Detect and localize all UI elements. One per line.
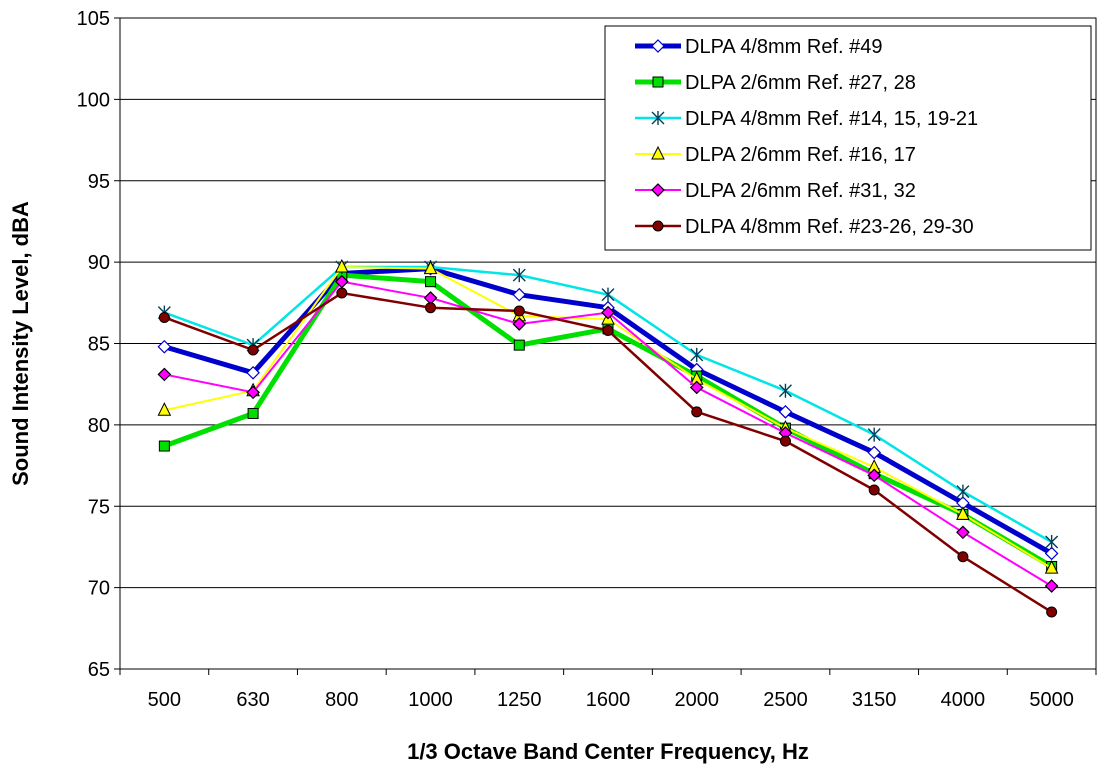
data-point: [157, 402, 172, 416]
legend-label: DLPA 4/8mm Ref. #14, 15, 19-21: [685, 108, 978, 130]
legend-entry: DLPA 4/8mm Ref. #14, 15, 19-21: [635, 108, 978, 130]
data-point: [512, 268, 526, 283]
legend-marker: [652, 76, 664, 88]
x-tick-label: 500: [148, 689, 181, 711]
data-point: [423, 291, 438, 305]
data-point: [513, 305, 525, 317]
x-axis-ticks: 500 630 800 1000 1250 1600 2000 2500 3150 4000 500…: [119, 669, 1097, 711]
y-tick-label: 100: [77, 89, 110, 111]
data-point: [778, 383, 792, 398]
data-point: [423, 260, 438, 275]
data-point: [867, 468, 882, 483]
data-point: [512, 287, 527, 302]
x-tick-label: 1250: [497, 689, 542, 711]
data-point: [956, 525, 970, 540]
x-tick-label: 3150: [852, 689, 897, 711]
data-point: [513, 339, 525, 351]
data-point: [956, 484, 970, 499]
y-tick-label: 70: [88, 578, 110, 600]
data-point: [158, 311, 170, 323]
y-tick-label: 105: [77, 8, 110, 30]
data-point: [1045, 535, 1059, 550]
legend-entry: DLPA 4/8mm Ref. #49: [635, 36, 883, 58]
data-point: [1044, 559, 1059, 574]
legend-entry: DLPA 2/6mm Ref. #16, 17: [635, 144, 916, 166]
y-tick-label: 75: [88, 496, 110, 518]
data-point: [246, 365, 260, 380]
legend-marker: [651, 183, 665, 197]
data-point: [247, 344, 259, 356]
data-point: [601, 287, 615, 302]
x-tick-label: 2500: [763, 689, 808, 711]
data-point: [867, 445, 882, 460]
data-point: [868, 484, 880, 496]
x-tick-label: 5000: [1029, 689, 1074, 711]
legend: DLPA 4/8mm Ref. #49 DLPA 2/6mm Ref. #27, …: [604, 25, 1092, 251]
data-point: [867, 427, 881, 442]
y-tick-label: 65: [88, 659, 110, 681]
data-point: [1044, 579, 1059, 593]
legend-label: DLPA 4/8mm Ref. #23-26, 29-30: [685, 216, 974, 238]
legend-label: DLPA 2/6mm Ref. #16, 17: [685, 144, 916, 166]
data-point: [779, 435, 791, 447]
x-axis-title: 1/3 Octave Band Center Frequency, Hz: [407, 739, 809, 764]
series-5: [157, 274, 1059, 593]
data-point: [157, 339, 172, 354]
legend-label: DLPA 4/8mm Ref. #49: [685, 36, 883, 58]
data-point: [1044, 546, 1059, 561]
legend-entry: DLPA 2/6mm Ref. #27, 28: [635, 72, 916, 94]
data-point: [158, 440, 170, 452]
data-point: [336, 287, 348, 299]
data-point: [690, 347, 704, 362]
y-tick-label: 85: [88, 334, 110, 356]
legend-label: DLPA 2/6mm Ref. #31, 32: [685, 180, 916, 202]
x-tick-label: 630: [236, 689, 269, 711]
data-point: [957, 551, 969, 563]
legend-entry: DLPA 2/6mm Ref. #31, 32: [635, 180, 916, 202]
legend-entry: DLPA 4/8mm Ref. #23-26, 29-30: [635, 216, 974, 238]
legend-label: DLPA 2/6mm Ref. #27, 28: [685, 72, 916, 94]
y-axis-title: Sound Intensity Level, dBA: [8, 201, 33, 486]
series-group: [157, 258, 1059, 618]
legend-box: [604, 25, 1092, 251]
data-point: [691, 406, 703, 418]
data-point: [246, 385, 260, 400]
y-tick-label: 95: [88, 171, 110, 193]
data-point: [601, 305, 615, 320]
series-6: [158, 287, 1058, 618]
data-point: [602, 324, 614, 336]
y-tick-label: 80: [88, 415, 110, 437]
data-point: [247, 407, 259, 419]
x-tick-label: 1600: [586, 689, 631, 711]
data-point: [157, 367, 172, 382]
data-point: [689, 380, 704, 395]
data-point: [1046, 606, 1058, 618]
data-point: [956, 506, 970, 520]
legend-marker: [651, 145, 665, 160]
x-tick-label: 800: [325, 689, 358, 711]
y-tick-label: 90: [88, 252, 110, 274]
y-axis-ticks: 65 70 75 80 85 90 95 100 105: [77, 8, 120, 681]
x-tick-label: 4000: [941, 689, 986, 711]
data-point: [335, 258, 349, 273]
legend-marker: [652, 220, 664, 232]
data-point: [425, 302, 437, 314]
data-point: [512, 317, 527, 331]
legend-marker: [651, 111, 665, 125]
x-tick-label: 2000: [674, 689, 719, 711]
data-point: [425, 276, 437, 288]
x-tick-label: 1000: [408, 689, 453, 711]
data-point: [778, 405, 793, 419]
legend-marker: [651, 39, 665, 53]
